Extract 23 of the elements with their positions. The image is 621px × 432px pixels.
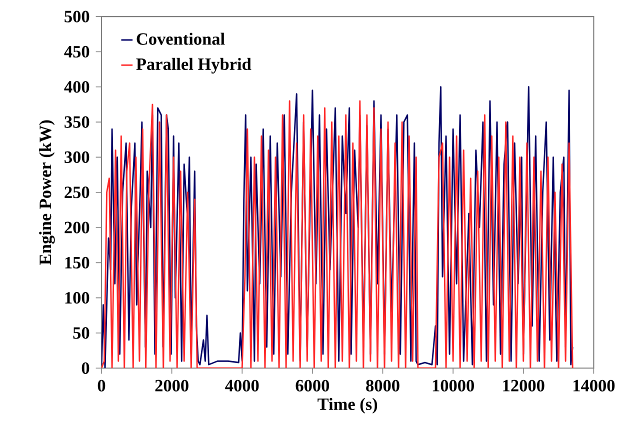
x-tick-label: 4000 bbox=[225, 380, 259, 392]
y-tick-label: 250 bbox=[64, 186, 90, 198]
x-tick-label: 14000 bbox=[574, 380, 615, 392]
y-tick-label: 400 bbox=[64, 81, 90, 93]
y-axis-title: Engine Power (kW) bbox=[39, 120, 55, 265]
x-tick-label: 0 bbox=[98, 380, 106, 392]
y-tick-label: 50 bbox=[73, 327, 90, 339]
y-tick-label: 350 bbox=[64, 116, 90, 128]
y-tick-label: 300 bbox=[64, 151, 90, 164]
x-tick-label: 12000 bbox=[503, 380, 544, 392]
x-tick-label: 8000 bbox=[366, 380, 400, 392]
y-tick-label: 0 bbox=[82, 362, 90, 374]
x-tick-label: 2000 bbox=[155, 380, 188, 392]
y-tick-label: 200 bbox=[64, 222, 90, 234]
y-tick-label: 500 bbox=[64, 10, 90, 22]
legend-label: Coventional bbox=[136, 32, 225, 45]
y-tick-label: 100 bbox=[65, 292, 90, 304]
legend-label: Parallel Hybrid bbox=[136, 58, 252, 74]
x-tick-label: 6000 bbox=[296, 380, 330, 392]
y-tick-label: 150 bbox=[65, 256, 90, 269]
y-tick-label: 450 bbox=[64, 46, 90, 58]
x-tick-label: 10000 bbox=[432, 380, 474, 392]
x-axis-title: Time (s) bbox=[318, 398, 378, 414]
